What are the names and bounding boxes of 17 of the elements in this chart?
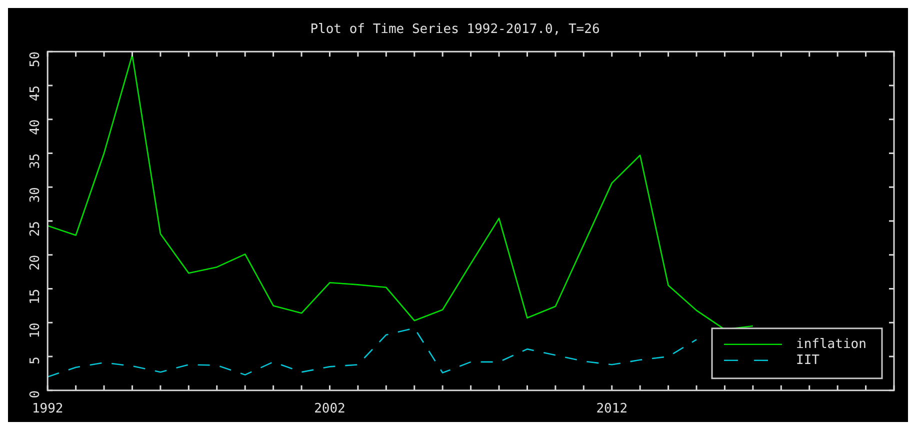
legend-label: inflation <box>796 336 866 352</box>
x-tick-label: 2012 <box>596 402 628 417</box>
y-tick-label: 40 <box>28 119 43 136</box>
y-tick-label: 50 <box>28 52 43 68</box>
y-tick-label: 0 <box>28 390 43 398</box>
y-tick-label: 10 <box>28 322 43 338</box>
y-tick-label: 20 <box>28 254 43 271</box>
x-tick-label: 1992 <box>32 402 64 417</box>
y-tick-label: 45 <box>28 85 43 102</box>
chart-title: Plot of Time Series 1992-2017.0, T=26 <box>310 22 600 38</box>
y-tick-label: 30 <box>28 187 43 203</box>
y-tick-label: 5 <box>28 356 43 364</box>
y-tick-label: 35 <box>28 153 43 169</box>
x-tick-label: 2002 <box>314 402 346 417</box>
legend-label: IIT <box>796 352 820 368</box>
y-tick-label: 25 <box>28 221 43 237</box>
y-tick-label: 15 <box>28 288 43 304</box>
